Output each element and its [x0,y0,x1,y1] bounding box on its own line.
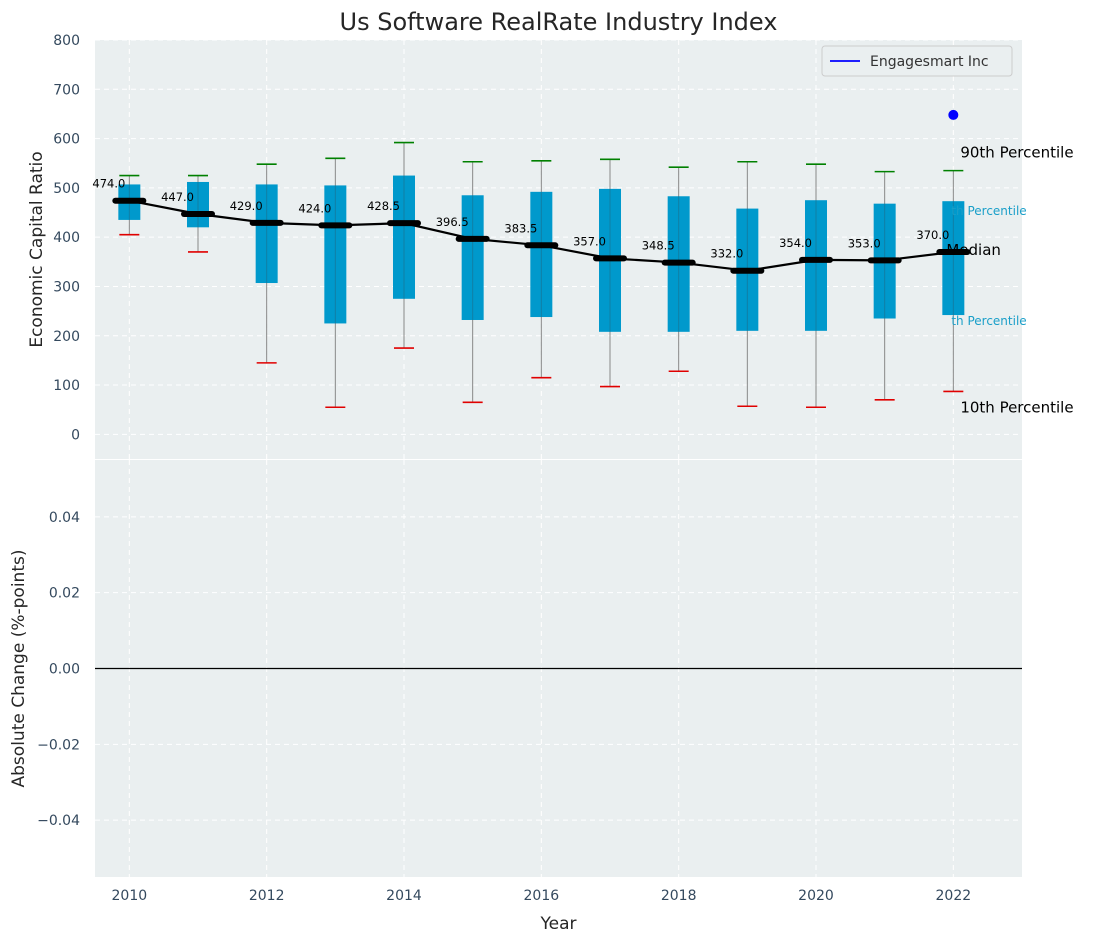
box-2016 [530,159,553,379]
bottom-y-tick-label: 0.02 [49,586,80,602]
bottom-y-tick-label: 0.04 [49,510,80,526]
x-tick-label: 2014 [386,888,422,904]
median-marks [112,197,971,274]
top-y-ticks: 0 100 200 300 400 500 600 700 800 [53,33,80,443]
bottom-y-axis-label: Absolute Change (%-points) [9,550,29,788]
bottom-y-tick-label: −0.02 [37,737,80,753]
company-point-2022 [948,109,959,120]
bottom-y-tick-label: −0.04 [37,813,80,829]
box-2015 [461,160,484,404]
top-y-tick-label: 100 [53,378,80,394]
box-2014 [393,141,415,349]
median-value-label-2014: 428.5 [367,199,400,213]
top-y-tick-label: 300 [53,279,80,295]
median-value-label-2015: 396.5 [436,215,469,229]
top-y-tick-label: 600 [53,132,80,148]
median-value-label-2022: 370.0 [916,228,949,242]
legend: Engagesmart Inc [821,45,1013,77]
median-value-label-2011: 447.0 [161,190,194,204]
median-value-label-2020: 354.0 [779,236,812,250]
median-value-label-2018: 348.5 [642,239,675,253]
p10-label: 10th Percentile [960,398,1073,416]
median-label: Median [946,241,1001,259]
x-tick-label: 2016 [524,888,560,904]
box-2012 [255,163,278,364]
median-value-label-2010: 474.0 [92,177,125,191]
median-value-labels: 474.0 447.0 429.0 424.0 428.5 396.5 383.5 357.0… [92,177,949,261]
median-value-label-2021: 353.0 [848,236,881,250]
bottom-y-ticks: −0.04 −0.02 0.00 0.02 0.04 [37,510,80,829]
top-y-tick-label: 0 [71,427,80,443]
median-value-label-2019: 332.0 [710,247,743,261]
box-2022 [942,169,965,393]
bottom-panel: −0.04−0.020.000.020.04 2010 2012 2014 2016 2… [9,460,1022,934]
top-y-axis-label: Economic Capital Ratio [27,151,47,347]
x-tick-label: 2012 [249,888,285,904]
x-ticks: 2010 2012 2014 2016 2018 2020 2022 [112,888,972,904]
x-tick-label: 2020 [798,888,834,904]
company-points [948,109,959,120]
median-value-label-2012: 429.0 [230,199,263,213]
p90-label: 90th Percentile [960,144,1073,162]
top-y-tick-label: 400 [53,230,80,246]
top-y-tick-label: 500 [53,181,80,197]
median-value-label-2016: 383.5 [504,221,537,235]
median-value-label-2017: 357.0 [573,234,606,248]
box-2013 [324,157,347,409]
x-axis-label: Year [540,914,577,934]
legend-box [821,45,1013,77]
x-tick-label: 2022 [936,888,972,904]
x-tick-label: 2018 [661,888,697,904]
chart-title: Us Software RealRate Industry Index [340,8,778,36]
percentile-labels: 90th Percentile th Percentile Median th … [946,144,1073,417]
top-y-tick-label: 700 [53,82,80,98]
q1-label: th Percentile [951,314,1026,328]
x-tick-label: 2010 [112,888,148,904]
q3-label: th Percentile [951,204,1026,218]
top-panel: 0 100 200 300 400 500 600 700 800 474.0 447.0 429.… [27,33,1074,459]
top-y-tick-label: 200 [53,329,80,345]
bottom-y-tick-label: 0.00 [49,662,80,678]
box-2020 [805,163,827,409]
median-value-label-2013: 424.0 [298,201,331,215]
legend-label-engagesmart: Engagesmart Inc [870,54,989,70]
top-y-tick-label: 800 [53,33,80,49]
